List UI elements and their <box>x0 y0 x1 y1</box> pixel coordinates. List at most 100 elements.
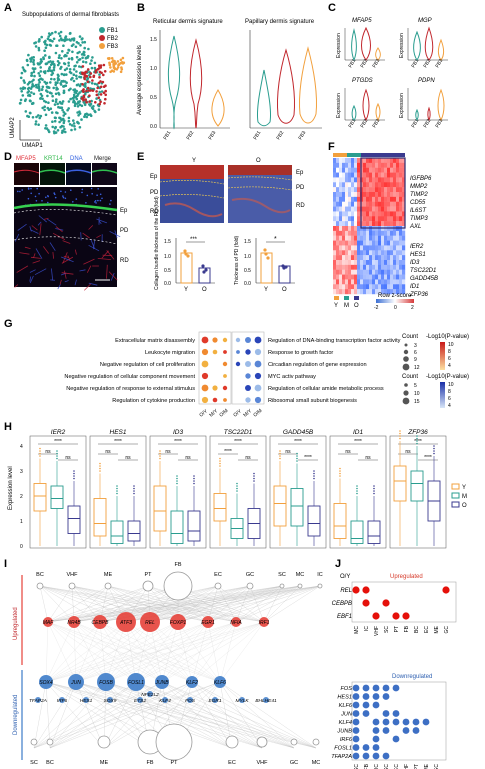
heatmap-cell <box>348 211 352 217</box>
cell-node <box>297 583 303 589</box>
heatmap-cell <box>384 279 388 285</box>
heatmap-cell <box>387 274 391 280</box>
boxplot-frame <box>209 435 267 549</box>
j-gene-down: FOSL1 <box>334 746 352 752</box>
heatmap-cell <box>333 158 337 164</box>
mini-violin-mfap5: MFAP5 Expression FB1 FB2 FB3 <box>336 18 385 69</box>
heatmap-cell <box>357 230 361 236</box>
sig-label: ns <box>345 449 351 455</box>
heatmap-cell <box>384 192 388 198</box>
umap-point-fb1 <box>90 82 94 85</box>
heatmap-cell <box>393 206 397 212</box>
umap-point-fb3 <box>108 63 112 67</box>
boxplot-outlier <box>296 452 298 455</box>
go-term-right: Circadian regulation of gene expression <box>268 362 367 368</box>
boxplot-gene-title: ID1 <box>353 429 364 436</box>
umap-point-fb1 <box>57 78 61 81</box>
umap-point-fb1 <box>56 60 60 63</box>
heatmap-cell <box>336 269 340 275</box>
heatmap-cell <box>369 216 373 222</box>
heatmap-cell <box>375 167 379 173</box>
sig-label: **** <box>294 439 302 445</box>
boxplot-outlier <box>279 455 281 457</box>
umap-point-fb2 <box>96 68 100 71</box>
heatmap-cell <box>351 206 355 212</box>
heatmap-cell <box>387 192 391 198</box>
cell-label: SC <box>30 760 38 766</box>
boxplot-outlier <box>193 482 195 485</box>
network-edge <box>49 681 77 749</box>
cell-node <box>214 582 222 590</box>
umap-point-fb1 <box>21 66 25 69</box>
heatmap-cell <box>402 240 406 246</box>
sig-label: ns <box>65 455 71 461</box>
micrograph-fiber <box>106 264 108 279</box>
stain-label-merge: Merge <box>94 156 112 162</box>
boxplot-ylabel: Expression level <box>8 466 14 510</box>
boxplot-outlier <box>116 485 118 487</box>
heatmap-cell <box>399 206 403 212</box>
umap-point-fb1 <box>75 74 78 78</box>
heatmap-cell <box>399 196 403 202</box>
umap-point-fb1 <box>55 86 58 89</box>
umap-point-fb1 <box>82 50 86 54</box>
heatmap-cell <box>381 240 385 246</box>
network-edge <box>125 621 137 683</box>
tf-label-up: NR4B <box>67 620 81 626</box>
heatmap-cell <box>387 201 391 207</box>
tf-label-up: EGR1 <box>201 620 215 626</box>
heatmap-cell <box>378 182 382 188</box>
go-dot-down <box>236 350 240 354</box>
heatmap-cell <box>363 260 367 266</box>
go-p-red-tick: 8 <box>448 349 451 355</box>
micrograph-fiber <box>39 223 42 236</box>
network-edge <box>45 621 265 683</box>
micrograph-nucleus <box>99 193 102 196</box>
boxplot-box <box>307 505 321 537</box>
heatmap-cell <box>339 255 343 261</box>
heatmap-cell <box>402 187 406 193</box>
umap-point-fb1 <box>37 114 40 117</box>
heatmap-cell <box>339 274 343 280</box>
umap-point-fb1 <box>59 125 62 129</box>
umap-point-fb2 <box>85 89 88 93</box>
j-cell-down: FB <box>364 763 370 769</box>
j-cell-down: SC <box>384 764 390 769</box>
heatmap-cell <box>354 279 358 285</box>
heatmap-cell <box>384 250 388 256</box>
umap-point-fb1 <box>37 87 41 90</box>
go-dot-down <box>245 349 251 355</box>
mini-xtick: FB3 <box>372 118 382 129</box>
umap-point-fb1 <box>47 86 51 89</box>
umap-point-fb1 <box>39 96 43 100</box>
j-dot-up <box>372 612 380 620</box>
micrograph-fiber <box>61 256 74 264</box>
network-edge <box>177 585 283 623</box>
umap-point-fb2 <box>82 90 85 93</box>
heatmap-cell <box>360 192 364 198</box>
mini-violin-mgp: MGP Expression FB1 FB2 FB3 <box>399 18 448 69</box>
tf-node-down <box>147 691 153 697</box>
bar-sig-pd: * <box>274 236 277 243</box>
go-p-title-blue: -Log10(P-value) <box>426 374 469 380</box>
umap-point-fb1 <box>53 119 57 123</box>
histo-layer-pd: PD <box>296 185 305 191</box>
micrograph-nucleus <box>70 189 72 191</box>
umap-point-fb1 <box>85 115 89 119</box>
go-dot-down <box>254 348 262 356</box>
j-cell-up: SC <box>384 626 390 633</box>
heatmap-cell <box>333 245 337 251</box>
cell-node <box>290 738 298 746</box>
tf-label-down: FOSL1 <box>128 680 144 686</box>
heatmap-cell <box>372 274 376 280</box>
cell-label: FB <box>146 760 153 766</box>
umap-point-fb3 <box>116 60 120 63</box>
umap-point-fb1 <box>28 80 32 84</box>
heatmap-cell <box>360 187 364 193</box>
heatmap-cell <box>366 201 370 207</box>
umap-point-fb1 <box>69 31 72 35</box>
umap-point-fb1 <box>48 55 51 59</box>
boxplot-box <box>67 505 81 534</box>
network-edge <box>177 585 265 623</box>
